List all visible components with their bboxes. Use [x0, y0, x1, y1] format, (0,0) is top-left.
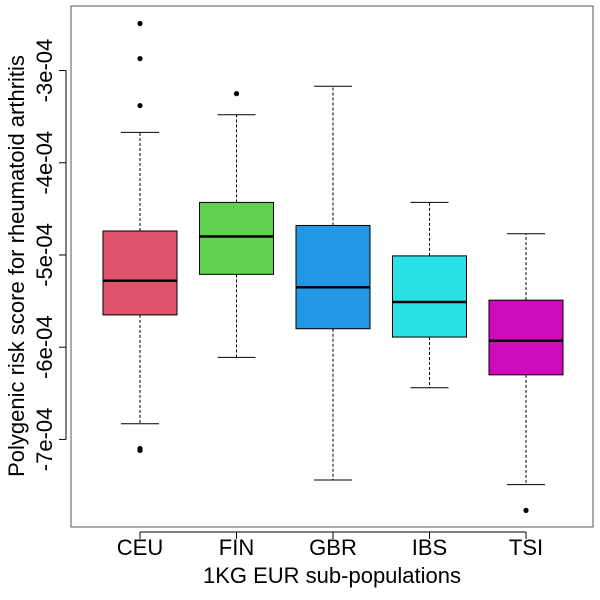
box-gbr — [295, 224, 371, 330]
x-tick-label-fin: FIN — [219, 535, 254, 560]
box-ceu — [102, 230, 178, 316]
outlier-point-ceu-2 — [137, 102, 143, 109]
box-ibs — [392, 255, 467, 338]
y-axis-title: Polygenic risk score for rheumatoid arth… — [4, 55, 29, 477]
y-tick-label-4: -7e-04 — [32, 408, 57, 472]
x-tick-label-ceu: CEU — [117, 535, 163, 560]
outlier-point-ceu-4 — [137, 447, 143, 454]
outlier-point-tsi-0 — [523, 507, 529, 514]
box-tsi — [488, 299, 564, 376]
y-tick-label-1: -4e-04 — [32, 131, 57, 195]
plot-frame — [70, 5, 594, 528]
x-tick-label-tsi: TSI — [509, 535, 543, 560]
x-tick-label-gbr: GBR — [309, 535, 357, 560]
x-axis-title: 1KG EUR sub-populations — [203, 563, 461, 588]
y-tick-label-0: -3e-04 — [32, 39, 57, 103]
x-tick-label-ibs: IBS — [412, 535, 447, 560]
y-tick-label-2: -5e-04 — [32, 223, 57, 287]
outlier-point-ceu-1 — [137, 55, 143, 62]
box-fin — [199, 201, 274, 275]
outlier-point-fin-0 — [233, 91, 240, 97]
y-tick-label-3: -6e-04 — [32, 315, 57, 379]
outlier-point-ceu-0 — [137, 20, 143, 27]
